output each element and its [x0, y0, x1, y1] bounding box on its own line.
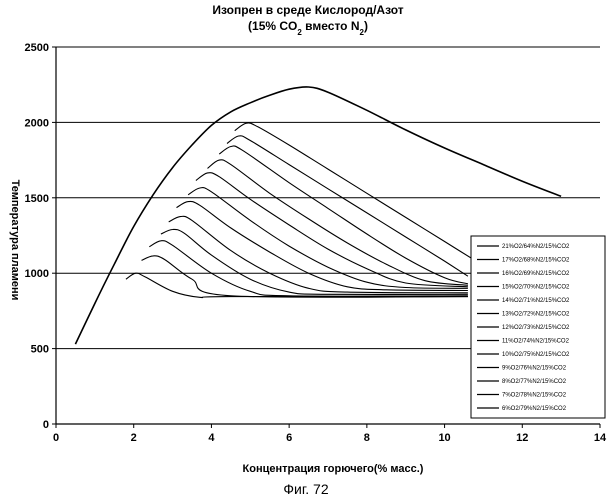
legend-label-9: 9%O2/76%N2/15%CO2 — [502, 366, 567, 372]
x-tick-label-7: 14 — [594, 432, 607, 444]
y-tick-label-1: 500 — [31, 344, 49, 356]
chart-title: Изопрен в среде Кислород/Азот — [212, 3, 403, 17]
legend-label-0: 21%O2/64%N2/15%CO2 — [502, 244, 570, 250]
x-tick-label-4: 8 — [364, 432, 370, 444]
y-tick-label-5: 2500 — [25, 42, 49, 54]
subtitle-part-1: (15% CO — [248, 19, 297, 33]
x-tick-label-1: 2 — [131, 432, 137, 444]
series-line-11 — [142, 256, 468, 297]
x-axis-label: Концентрация горючего(% масс.) — [243, 463, 424, 475]
legend-label-1: 17%O2/68%N2/15%CO2 — [502, 258, 570, 264]
legend-label-7: 11%O2/74%N2/15%CO2 — [502, 339, 570, 345]
legend-label-8: 10%O2/75%N2/15%CO2 — [502, 352, 570, 358]
legend-label-11: 7%O2/78%N2/15%CO2 — [502, 393, 567, 399]
series-line-4 — [208, 160, 468, 286]
series-line-3 — [219, 146, 468, 284]
legend-label-4: 14%O2/71%N2/15%CO2 — [502, 298, 570, 304]
legend-label-3: 15%O2/70%N2/15%CO2 — [502, 285, 570, 291]
legend-label-6: 12%O2/73%N2/15%CO2 — [502, 325, 570, 331]
legend: 21%O2/64%N2/15%CO2 17%O2/68%N2/15%CO2 16%O… — [471, 236, 605, 418]
y-tick-label-4: 2000 — [25, 117, 49, 129]
legend-label-5: 13%O2/72%N2/15%CO2 — [502, 312, 570, 318]
x-tick-label-6: 12 — [516, 432, 528, 444]
x-tick-label-3: 6 — [286, 432, 292, 444]
legend-label-10: 8%O2/77%N2/15%CO2 — [502, 379, 567, 385]
legend-label-12: 6%O2/79%N2/15%CO2 — [502, 406, 567, 412]
y-axis-label: Температура пламени — [9, 180, 21, 301]
x-tick-label-0: 0 — [53, 432, 59, 444]
x-tick-label-2: 4 — [208, 432, 215, 444]
y-tick-label-3: 1500 — [25, 193, 49, 205]
x-tick-label-5: 10 — [438, 432, 450, 444]
subtitle-part-3: ) — [364, 19, 368, 33]
subtitle-part-2: вместо N — [302, 19, 360, 33]
y-tick-label-2: 1000 — [25, 268, 49, 280]
legend-label-2: 16%O2/69%N2/15%CO2 — [502, 271, 570, 277]
y-tick-label-0: 0 — [43, 419, 49, 431]
chart-subtitle: (15% CO2 вместо N2) — [248, 19, 368, 37]
series-line-2 — [227, 136, 468, 276]
figure-caption: Фиг. 72 — [283, 481, 328, 497]
